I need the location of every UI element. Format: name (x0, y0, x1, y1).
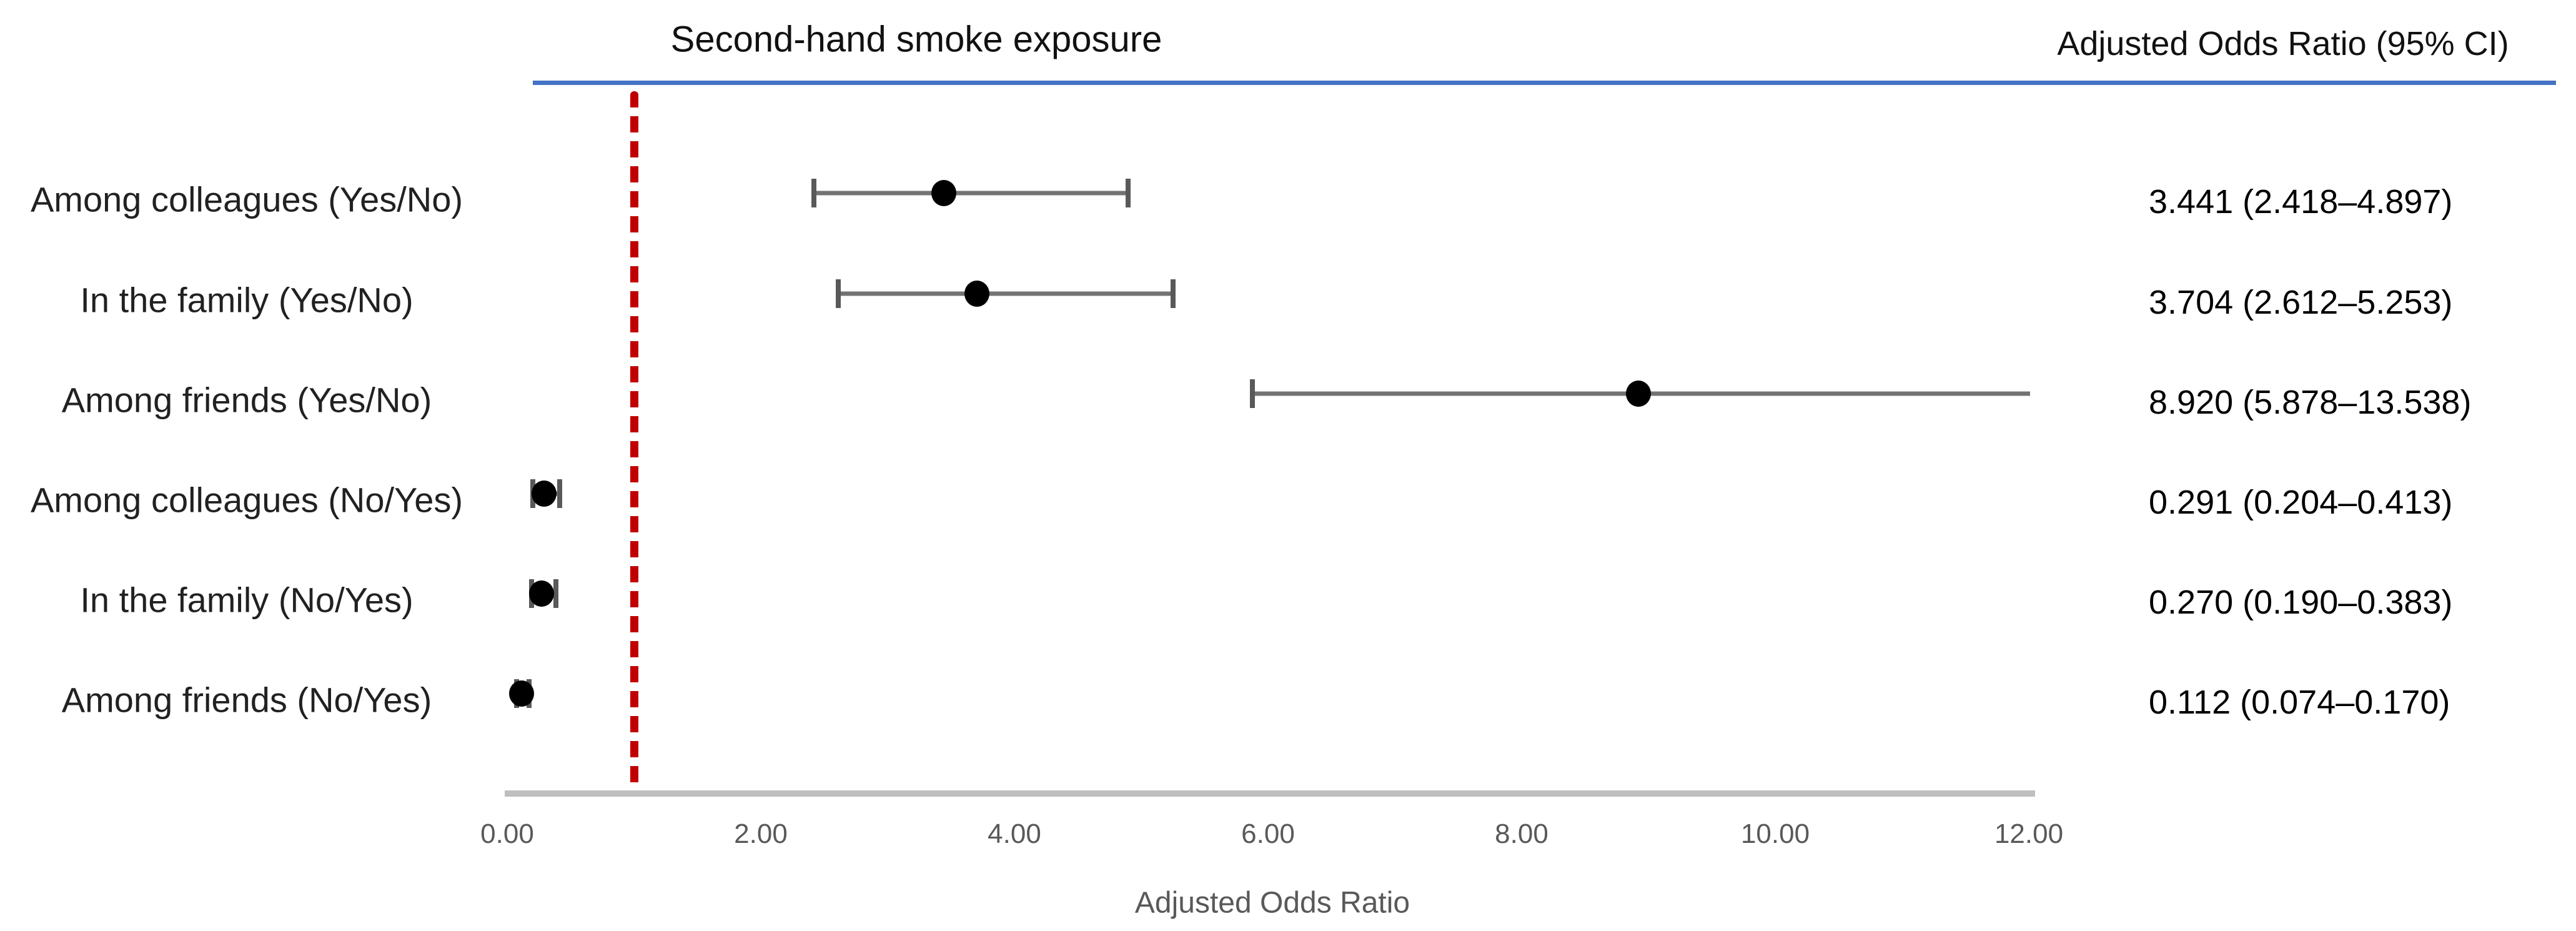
or-point-marker (532, 480, 557, 507)
or-point-marker (931, 180, 956, 206)
ci-cap-high (1171, 279, 1176, 308)
row-label: Among friends (Yes/No) (61, 380, 432, 420)
ci-cap-low (811, 179, 816, 207)
or-point-marker (1625, 381, 1651, 407)
header-rule (533, 81, 2556, 85)
or-ci-value: 0.270 (0.190–0.383) (2149, 584, 2453, 621)
or-ci-value: 3.441 (2.418–4.897) (2149, 183, 2453, 221)
or-point-marker (964, 281, 989, 307)
row-label: In the family (No/Yes) (80, 580, 414, 620)
ci-cap-high (553, 579, 558, 608)
ci-cap-high (557, 479, 562, 508)
or-point-marker (528, 580, 554, 607)
ci-whisker (838, 291, 1174, 296)
row-label: Among colleagues (Yes/No) (30, 179, 463, 219)
x-axis-line (505, 790, 2035, 797)
row-label: Among colleagues (No/Yes) (30, 480, 463, 520)
x-tick-label: 2.00 (734, 819, 788, 849)
or-ci-value: 3.704 (2.612–5.253) (2149, 284, 2453, 321)
row-label: Among friends (No/Yes) (61, 680, 432, 720)
or-ci-value: 0.291 (0.204–0.413) (2149, 484, 2453, 521)
or-ci-value: 8.920 (5.878–13.538) (2149, 384, 2472, 421)
x-tick-label: 8.00 (1495, 819, 1548, 849)
x-tick-label: 12.00 (1994, 819, 2064, 849)
row-label: In the family (Yes/No) (80, 280, 414, 320)
or-point-marker (508, 680, 534, 707)
right-column-header: Adjusted Odds Ratio (95% CI) (2057, 25, 2509, 62)
x-tick-label: 0.00 (480, 819, 534, 849)
ci-whisker (813, 191, 1129, 196)
ci-cap-low (1250, 379, 1256, 408)
chart-title: Second-hand smoke exposure (670, 19, 1162, 60)
ci-cap-low (836, 279, 841, 308)
or-ci-value: 0.112 (0.074–0.170) (2149, 684, 2450, 721)
ci-cap-high (1126, 179, 1131, 207)
x-tick-label: 6.00 (1241, 819, 1295, 849)
x-tick-label: 10.00 (1740, 819, 1810, 849)
x-axis-label: Adjusted Odds Ratio (1134, 886, 1410, 920)
reference-line-or-1 (630, 91, 638, 795)
x-tick-label: 4.00 (988, 819, 1041, 849)
